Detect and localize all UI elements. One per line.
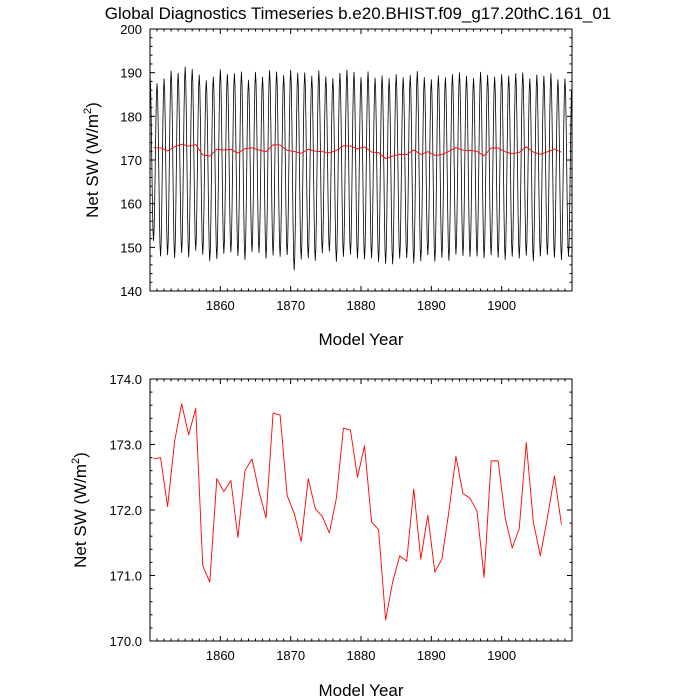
x-tick-label: 1890 <box>417 648 446 663</box>
y-tick-label: 140 <box>120 284 142 299</box>
bottom-chart-tick-labels: 1860 1870 1880 1890 1900 170.0 171.0 172.0 173.0… <box>109 372 516 663</box>
top-chart-tick-labels: 1860 1870 1880 1890 1900 140 150 160 170 180 190 20… <box>120 22 516 313</box>
bottom-chart: 1860 1870 1880 1890 1900 170.0 171.0 172.0 173.0… <box>70 372 573 700</box>
x-tick-label: 1860 <box>206 648 235 663</box>
y-tick-label: 200 <box>120 22 142 37</box>
bottom-y-axis-label-main: Net SW (W/m <box>71 464 90 568</box>
y-tick-label: 150 <box>120 240 142 255</box>
top-chart-ticks <box>149 28 573 292</box>
top-y-axis-label-close: ) <box>83 102 102 108</box>
chart-title: Global Diagnostics Timeseries b.e20.BHIS… <box>105 4 612 23</box>
top-y-axis-label-main: Net SW (W/m <box>83 114 102 218</box>
bottom-y-axis-label-close: ) <box>71 452 90 458</box>
bottom-y-axis-label-sup: 2 <box>70 458 82 464</box>
x-tick-label: 1900 <box>487 648 516 663</box>
bottom-plot-frame <box>149 378 573 642</box>
annual-mean-series-line <box>153 143 562 160</box>
top-chart: Global Diagnostics Timeseries b.e20.BHIS… <box>82 4 611 349</box>
top-y-axis-label: Net SW (W/m2) <box>82 102 102 218</box>
y-tick-label: 172.0 <box>109 503 142 518</box>
x-tick-label: 1870 <box>276 298 305 313</box>
top-x-axis-label: Model Year <box>318 330 403 349</box>
annual-mean-series-line <box>153 403 562 621</box>
x-tick-label: 1880 <box>347 648 376 663</box>
bottom-chart-ticks <box>149 378 573 642</box>
x-tick-label: 1900 <box>487 298 516 313</box>
y-tick-label: 180 <box>120 109 142 124</box>
y-tick-label: 170.0 <box>109 634 142 649</box>
y-tick-label: 173.0 <box>109 438 142 453</box>
x-tick-label: 1890 <box>417 298 446 313</box>
monthly-series-line <box>149 66 572 271</box>
x-tick-label: 1860 <box>206 298 235 313</box>
y-tick-label: 190 <box>120 66 142 81</box>
top-chart-series <box>149 66 572 271</box>
top-y-axis-label-sup: 2 <box>82 108 94 114</box>
x-tick-label: 1880 <box>347 298 376 313</box>
y-tick-label: 160 <box>120 197 142 212</box>
y-tick-label: 171.0 <box>109 569 142 584</box>
y-tick-label: 174.0 <box>109 372 142 387</box>
y-tick-label: 170 <box>120 153 142 168</box>
x-tick-label: 1870 <box>276 648 305 663</box>
top-plot-frame <box>149 28 573 292</box>
bottom-y-axis-label: Net SW (W/m2) <box>70 452 90 568</box>
bottom-x-axis-label: Model Year <box>318 681 403 700</box>
bottom-chart-series <box>153 403 562 621</box>
